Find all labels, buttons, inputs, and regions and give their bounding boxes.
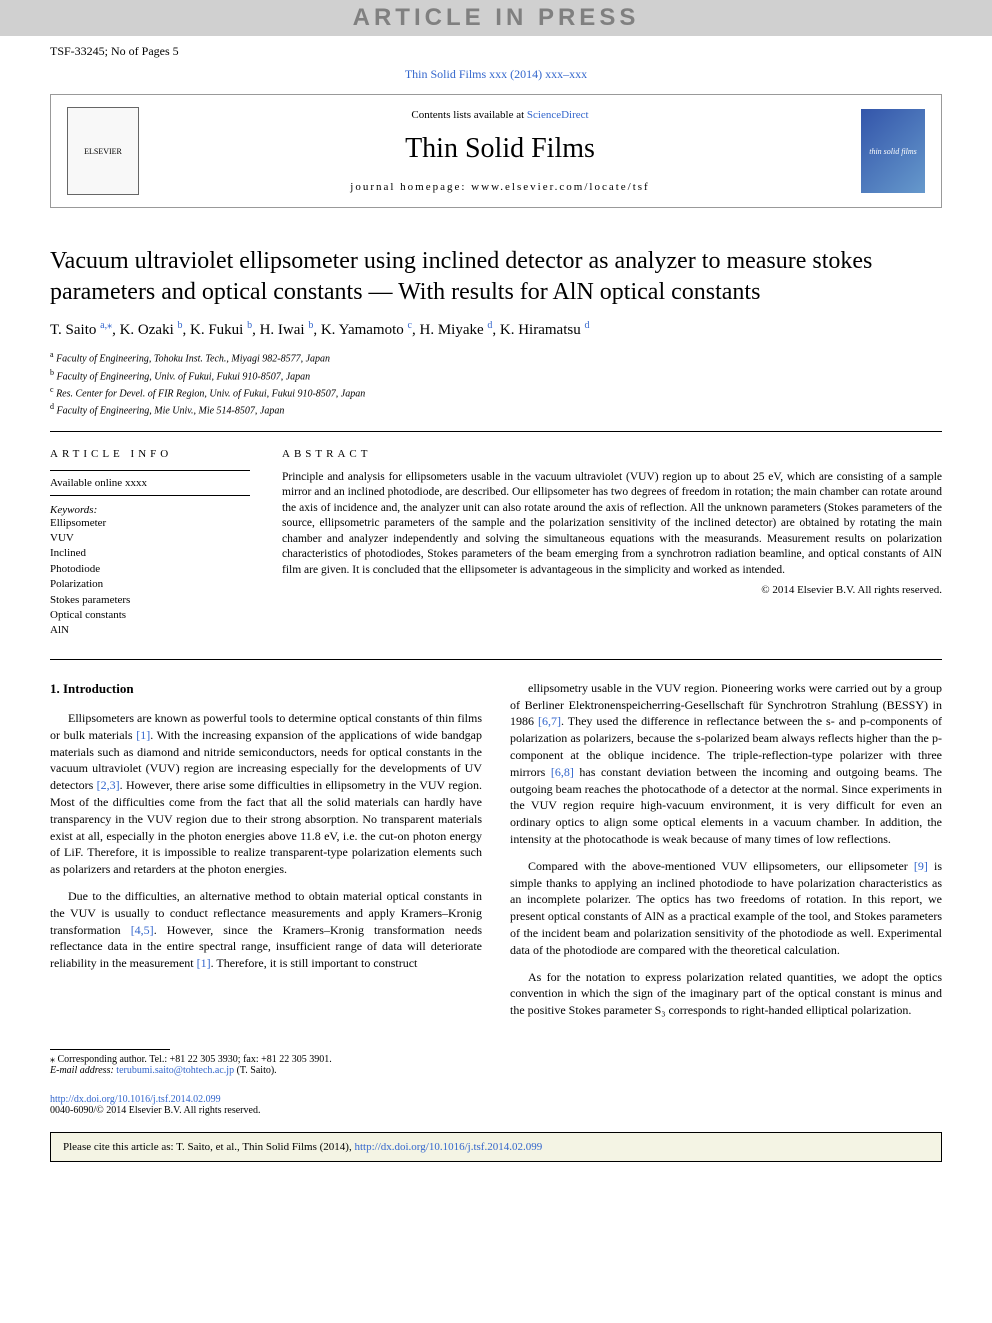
journal-homepage: journal homepage: www.elsevier.com/locat…	[155, 181, 845, 193]
article-info-heading: article info	[50, 448, 250, 460]
citation-link[interactable]: [6,7]	[538, 714, 561, 728]
affiliation-item: b Faculty of Engineering, Univ. of Fukui…	[50, 367, 942, 384]
body-paragraph: As for the notation to express polarizat…	[510, 969, 942, 1019]
footnote-block: ⁎ Corresponding author. Tel.: +81 22 305…	[0, 1041, 992, 1084]
body-columns: 1. Introduction Ellipsometers are known …	[0, 660, 992, 1041]
divider	[50, 495, 250, 496]
keyword-item: Optical constants	[50, 608, 250, 623]
citation-link[interactable]: [2,3]	[97, 778, 120, 792]
body-column-right: ellipsometry usable in the VUV region. P…	[510, 680, 942, 1029]
email-link[interactable]: terubumi.saito@tohtech.ac.jp	[116, 1065, 234, 1076]
keyword-item: AlN	[50, 623, 250, 638]
contents-available-line: Contents lists available at ScienceDirec…	[155, 109, 845, 121]
keywords-label: Keywords:	[50, 504, 250, 516]
abstract-copyright: © 2014 Elsevier B.V. All rights reserved…	[282, 584, 942, 596]
info-abstract-row: article info Available online xxxx Keywo…	[0, 432, 992, 659]
keyword-item: Stokes parameters	[50, 593, 250, 608]
available-online: Available online xxxx	[50, 477, 250, 489]
article-info-column: article info Available online xxxx Keywo…	[50, 448, 250, 639]
citation-link[interactable]: [1]	[136, 728, 150, 742]
header-row: TSF-33245; No of Pages 5	[0, 36, 992, 63]
document-id: TSF-33245; No of Pages 5	[50, 44, 179, 59]
cite-this-article-box: Please cite this article as: T. Saito, e…	[50, 1132, 942, 1162]
keyword-item: VUV	[50, 531, 250, 546]
citation-link[interactable]: [1]	[197, 956, 211, 970]
corresponding-author-note: ⁎ Corresponding author. Tel.: +81 22 305…	[50, 1054, 942, 1065]
publication-copyright: 0040-6090/© 2014 Elsevier B.V. All right…	[50, 1105, 942, 1116]
affiliation-item: a Faculty of Engineering, Tohoku Inst. T…	[50, 349, 942, 366]
affiliations-list: a Faculty of Engineering, Tohoku Inst. T…	[0, 349, 992, 430]
article-in-press-banner: ARTICLE IN PRESS	[0, 0, 992, 36]
abstract-column: abstract Principle and analysis for elli…	[282, 448, 942, 639]
abstract-text: Principle and analysis for ellipsometers…	[282, 470, 942, 579]
authors-list: T. Saito a,⁎, K. Ozaki b, K. Fukui b, H.…	[0, 320, 992, 349]
body-paragraph: Due to the difficulties, an alternative …	[50, 888, 482, 972]
keyword-item: Photodiode	[50, 562, 250, 577]
body-paragraph: ellipsometry usable in the VUV region. P…	[510, 680, 942, 848]
citation-link[interactable]: [4,5]	[131, 923, 154, 937]
journal-masthead-box: ELSEVIER Contents lists available at Sci…	[50, 94, 942, 208]
keyword-item: Ellipsometer	[50, 516, 250, 531]
body-paragraph: Compared with the above-mentioned VUV el…	[510, 858, 942, 959]
abstract-heading: abstract	[282, 448, 942, 460]
affiliation-item: d Faculty of Engineering, Mie Univ., Mie…	[50, 401, 942, 418]
affiliation-item: c Res. Center for Devel. of FIR Region, …	[50, 384, 942, 401]
article-title: Vacuum ultraviolet ellipsometer using in…	[0, 216, 992, 320]
sciencedirect-link[interactable]: ScienceDirect	[527, 109, 589, 121]
divider	[50, 470, 250, 471]
body-column-left: 1. Introduction Ellipsometers are known …	[50, 680, 482, 1029]
keyword-item: Inclined	[50, 546, 250, 561]
cite-doi-link[interactable]: http://dx.doi.org/10.1016/j.tsf.2014.02.…	[354, 1141, 542, 1153]
elsevier-logo: ELSEVIER	[67, 107, 139, 195]
keywords-list: EllipsometerVUVInclinedPhotodiodePolariz…	[50, 516, 250, 639]
doi-link[interactable]: http://dx.doi.org/10.1016/j.tsf.2014.02.…	[50, 1094, 221, 1105]
journal-name: Thin Solid Films	[155, 133, 845, 165]
journal-cover-thumb: thin solid films	[861, 109, 925, 193]
body-paragraph: Ellipsometers are known as powerful tool…	[50, 710, 482, 878]
email-line: E-mail address: terubumi.saito@tohtech.a…	[50, 1065, 942, 1076]
journal-reference: Thin Solid Films xxx (2014) xxx–xxx	[0, 63, 992, 86]
cite-prefix: Please cite this article as: T. Saito, e…	[63, 1141, 354, 1153]
citation-link[interactable]: [9]	[914, 859, 928, 873]
section-heading-introduction: 1. Introduction	[50, 680, 482, 698]
keyword-item: Polarization	[50, 577, 250, 592]
citation-link[interactable]: [6,8]	[551, 765, 574, 779]
journal-center: Contents lists available at ScienceDirec…	[155, 109, 845, 193]
doi-block: http://dx.doi.org/10.1016/j.tsf.2014.02.…	[0, 1084, 992, 1126]
footnote-divider	[50, 1049, 170, 1050]
